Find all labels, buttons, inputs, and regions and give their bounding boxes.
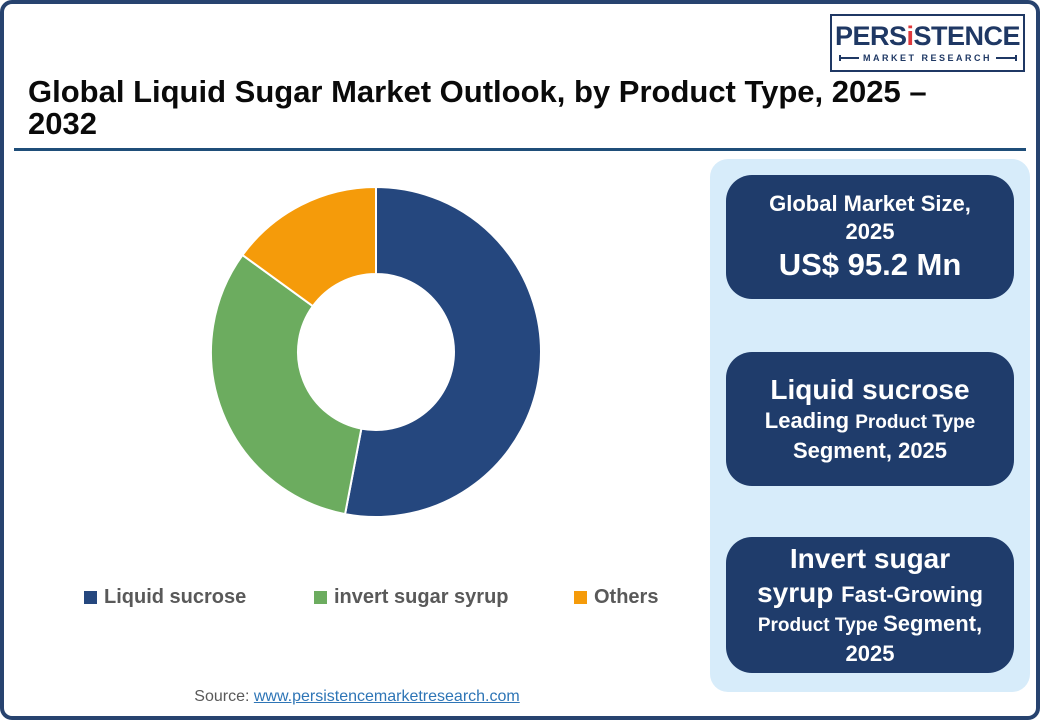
card-line: Segment, 2025 [736,437,1004,465]
card-text: Invert sugar [789,543,951,574]
card-text: Global Market Size, [769,191,971,216]
legend-label: Others [594,585,659,608]
leading-segment-card: Liquid sucrose Leading Product Type Segmen… [726,352,1014,486]
card-text: Segment, [883,611,983,636]
donut-slice-liquid-sucrose [344,186,542,518]
persistence-logo: PERSiSTENCE MARKET RESEARCH [830,14,1025,72]
card-text: US$ 95.2 Mn [778,247,962,282]
page-title: Global Liquid Sugar Market Outlook, by P… [28,74,927,141]
donut-slice-others [241,186,377,308]
source-label: Source: [194,688,250,705]
logo-tagline: MARKET RESEARCH [838,53,1017,63]
card-line: Product Type Segment, [736,610,1004,640]
title-divider [14,148,1026,151]
card-text: Fast-Growing [841,582,983,607]
legend-label: invert sugar syrup [334,585,509,608]
card-line: Liquid sucrose [736,373,1004,407]
card-text: Leading [764,408,856,433]
card-line: Invert sugar [736,542,1004,576]
logo-brand-pre: PERS [834,21,907,51]
legend-swatch-icon [84,590,97,604]
card-text: Liquid sucrose [770,374,970,405]
card-line: Leading Product Type [736,407,1004,437]
legend-item-invert-sugar-syrup: invert sugar syrup [314,585,509,609]
source-link[interactable]: www.persistencemarketresearch.com [253,688,520,705]
fast-growing-segment-card: Invert sugar syrup Fast-Growing Product Ty… [726,537,1014,673]
market-size-card: Global Market Size, 2025 US$ 95.2 Mn [726,175,1014,299]
card-text: Segment, 2025 [792,438,948,463]
logo-tagline-text: MARKET RESEARCH [863,53,993,63]
legend-swatch-icon [314,590,327,604]
card-line: Global Market Size, [736,190,1004,218]
donut-chart [210,186,542,518]
card-text: 2025 [845,641,895,666]
logo-brand-i: i [906,21,914,51]
tagline-rule-right [996,55,1017,61]
card-line: 2025 [736,218,1004,246]
legend-label: Liquid sucrose [104,585,247,608]
card-line: syrup Fast-Growing [736,576,1004,610]
card-line: 2025 [736,640,1004,668]
legend-item-others: Others [574,585,658,609]
donut-slice-invert-sugar-syrup [210,254,363,516]
card-text: 2025 [845,219,895,244]
card-text: syrup [757,577,842,608]
card-text: Product Type [855,412,976,433]
legend-swatch-icon [574,590,587,604]
info-panel: Global Market Size, 2025 US$ 95.2 Mn Liquid… [710,159,1030,692]
card-line: US$ 95.2 Mn [736,246,1004,284]
legend-item-liquid-sucrose: Liquid sucrose [84,585,246,609]
logo-brand-post: STENCE [913,21,1021,51]
card-text: Product Type [757,615,884,636]
logo-brand-text: PERSiSTENCE [834,21,1021,51]
source-line: Source: www.persistencemarketresearch.co… [4,688,710,706]
tagline-rule-left [838,55,859,61]
